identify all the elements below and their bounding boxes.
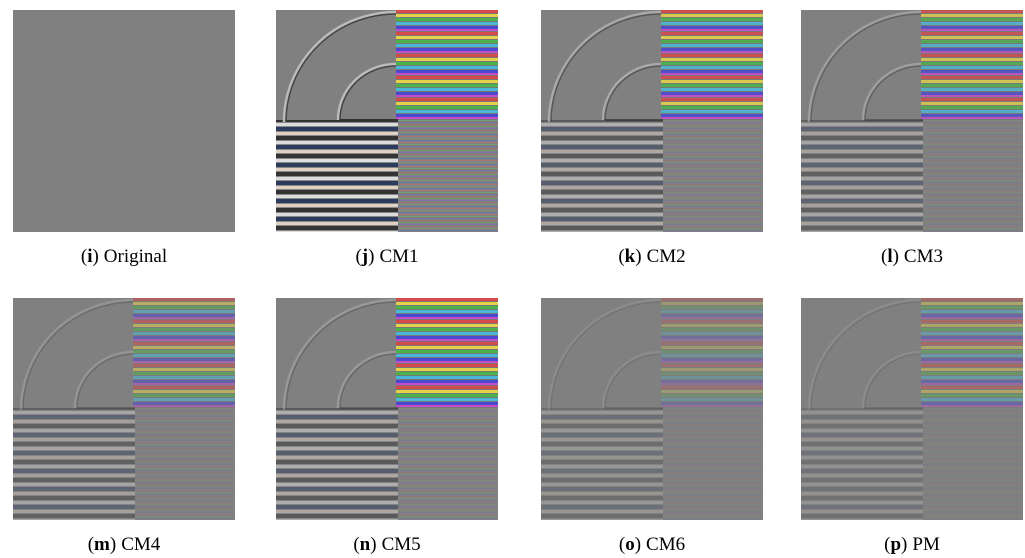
panel-image	[276, 298, 498, 520]
caption-letter: p	[890, 534, 901, 555]
stripes	[663, 120, 763, 232]
stripes	[923, 120, 1023, 232]
caption-text: CM3	[904, 246, 943, 267]
caption-letter: o	[625, 534, 635, 555]
caption: (l)CM3	[801, 246, 1023, 268]
caption-text: )	[370, 534, 376, 555]
figure: (i)Original(j)CM1(k)CM2(l)CM3(m)CM4(n)CM…	[0, 0, 1025, 558]
stripes	[133, 298, 235, 408]
caption-text: PM	[912, 534, 939, 555]
stripes	[923, 408, 1023, 520]
panel: (l)CM3	[801, 10, 1023, 268]
caption-text: )	[901, 534, 907, 555]
stripes	[396, 10, 498, 120]
stripes	[13, 408, 135, 520]
caption: (i)Original	[13, 246, 235, 268]
caption: (o)CM6	[541, 534, 763, 556]
panel-image	[801, 10, 1023, 232]
stripes	[661, 298, 763, 408]
panel: (k)CM2	[541, 10, 763, 268]
stripes	[541, 408, 663, 520]
panel-image	[276, 10, 498, 232]
caption-text: CM6	[646, 534, 685, 555]
caption-text: )	[368, 246, 374, 267]
caption-text: )	[635, 246, 641, 267]
stripes	[396, 298, 498, 408]
stripes	[921, 298, 1023, 408]
caption-text: Original	[104, 246, 167, 267]
panel-image	[801, 298, 1023, 520]
panel-image	[13, 298, 235, 520]
panel: (m)CM4	[13, 298, 235, 556]
caption-text: CM5	[382, 534, 421, 555]
panel: (i)Original	[13, 10, 235, 268]
stripes	[276, 120, 398, 232]
panel-image	[13, 10, 235, 232]
panel: (p)PM	[801, 298, 1023, 556]
stripes	[276, 408, 398, 520]
caption: (m)CM4	[13, 534, 235, 556]
stripes	[398, 408, 498, 520]
stripes	[921, 10, 1023, 120]
stripes	[541, 120, 663, 232]
caption: (p)PM	[801, 534, 1023, 556]
caption-text: CM2	[647, 246, 686, 267]
panel: (j)CM1	[276, 10, 498, 268]
caption-letter: k	[625, 246, 636, 267]
caption: (k)CM2	[541, 246, 763, 268]
panel-image	[541, 298, 763, 520]
stripes	[663, 408, 763, 520]
caption: (j)CM1	[276, 246, 498, 268]
caption-text: )	[635, 534, 641, 555]
caption-text: CM4	[121, 534, 160, 555]
caption-text: )	[893, 246, 899, 267]
stripes	[135, 408, 235, 520]
caption-letter: n	[360, 534, 371, 555]
panel-image	[541, 10, 763, 232]
panel: (o)CM6	[541, 298, 763, 556]
stripes	[661, 10, 763, 120]
caption: (n)CM5	[276, 534, 498, 556]
panel: (n)CM5	[276, 298, 498, 556]
caption-text: )	[92, 246, 98, 267]
stripes	[398, 120, 498, 232]
stripes	[801, 120, 923, 232]
caption-text: )	[110, 534, 116, 555]
caption-letter: m	[94, 534, 110, 555]
stripes	[801, 408, 923, 520]
caption-text: CM1	[379, 246, 418, 267]
